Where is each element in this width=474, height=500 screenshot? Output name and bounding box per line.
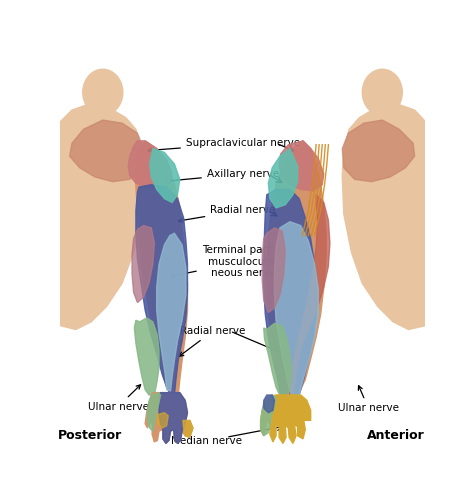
Polygon shape [136, 184, 188, 395]
Polygon shape [159, 392, 188, 444]
Polygon shape [91, 103, 110, 122]
Polygon shape [279, 141, 324, 191]
Polygon shape [134, 318, 159, 395]
Ellipse shape [83, 69, 123, 116]
Polygon shape [150, 148, 180, 203]
Polygon shape [342, 120, 415, 182]
Text: Median nerve: Median nerve [171, 430, 242, 446]
Polygon shape [373, 103, 393, 122]
Text: Axillary nerve: Axillary nerve [164, 169, 279, 183]
Text: Radial nerve: Radial nerve [179, 326, 246, 356]
Polygon shape [274, 222, 319, 395]
Polygon shape [136, 141, 188, 395]
Polygon shape [147, 392, 161, 431]
Polygon shape [267, 141, 326, 399]
Polygon shape [132, 226, 155, 302]
Ellipse shape [362, 69, 402, 116]
Polygon shape [157, 233, 186, 391]
Text: Terminal part of
musculocuta-
neous nerve: Terminal part of musculocuta- neous nerv… [171, 245, 284, 278]
Text: Ulnar nerve: Ulnar nerve [338, 386, 399, 413]
Polygon shape [128, 141, 172, 190]
Text: Posterior: Posterior [57, 429, 122, 442]
Polygon shape [70, 120, 144, 182]
Polygon shape [342, 104, 425, 330]
Polygon shape [261, 395, 276, 436]
Text: Anterior: Anterior [366, 429, 424, 442]
Polygon shape [268, 148, 298, 208]
Text: Radial nerve: Radial nerve [179, 205, 275, 222]
Polygon shape [288, 194, 330, 395]
Text: Supraclavicular nerve: Supraclavicular nerve [148, 138, 300, 152]
Polygon shape [145, 392, 193, 444]
Polygon shape [262, 228, 285, 312]
Polygon shape [261, 395, 310, 444]
Polygon shape [157, 412, 168, 428]
Polygon shape [264, 395, 274, 412]
Polygon shape [264, 190, 317, 398]
Text: Ulnar nerve: Ulnar nerve [88, 385, 149, 411]
Polygon shape [61, 104, 144, 330]
Polygon shape [183, 420, 193, 438]
Polygon shape [264, 324, 292, 398]
